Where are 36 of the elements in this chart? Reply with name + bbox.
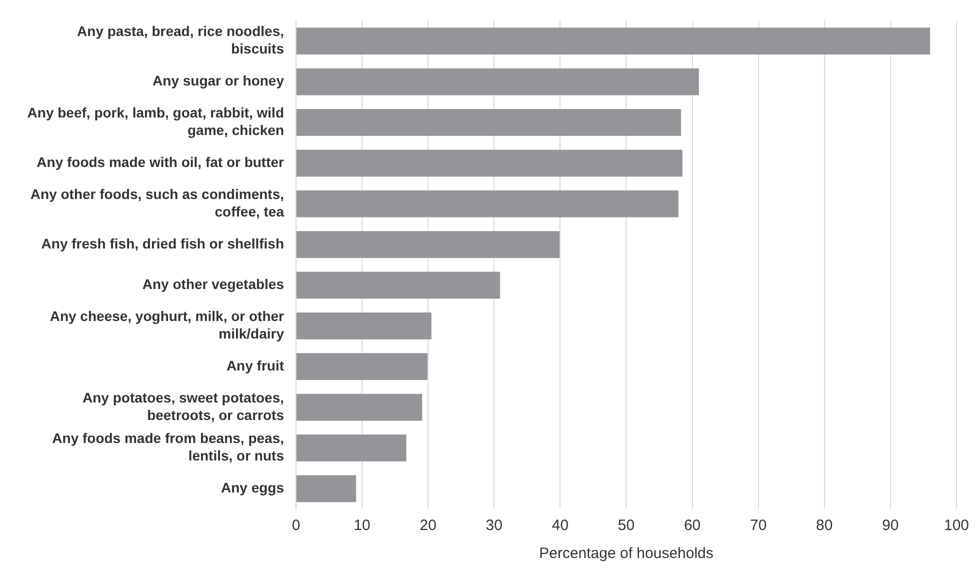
- x-tick-label: 20: [420, 517, 436, 534]
- x-axis-title: Percentage of households: [539, 545, 714, 562]
- bar: [296, 272, 500, 299]
- x-tick-label: 60: [684, 517, 701, 534]
- y-tick-label: Any fruit: [226, 357, 284, 374]
- bar: [296, 28, 930, 55]
- x-tick-label: 30: [486, 517, 502, 534]
- bar: [296, 475, 356, 502]
- x-tick-label: 40: [552, 517, 569, 534]
- y-tick-label: Any fresh fish, dried fish or shellfish: [41, 235, 284, 252]
- x-tick-label: 90: [882, 517, 899, 534]
- y-tick-label: Any cheese, yoghurt, milk, or other milk/dairy: [50, 308, 285, 342]
- y-tick-label: Any other foods, such as condiments, coffee, tea: [30, 186, 284, 220]
- bar: [296, 231, 560, 258]
- y-tick-label: Any beef, pork, lamb, goat, rabbit, wild game, chicken: [27, 104, 284, 138]
- y-tick-label: Any foods made from beans, peas, lentils, or nuts: [52, 430, 284, 464]
- y-tick-label: Any other vegetables: [142, 276, 284, 292]
- x-tick-label: 0: [292, 517, 300, 534]
- x-tick-label: 10: [354, 517, 370, 534]
- bar: [296, 190, 678, 218]
- y-tick-label: Any potatoes, sweet potatoes, beetroots, or carrots: [82, 389, 284, 423]
- y-tick-label: Any pasta, bread, rice noodles, biscuits: [77, 23, 284, 57]
- x-tick-label: 50: [618, 517, 635, 534]
- bar: [296, 68, 699, 96]
- bar: [296, 150, 682, 177]
- y-tick-label: Any sugar or honey: [152, 72, 284, 89]
- x-tick-label: 70: [750, 517, 767, 534]
- x-tick-label: 100: [944, 517, 969, 534]
- y-tick-label: Any eggs: [220, 480, 284, 496]
- bar: [296, 312, 432, 340]
- bar: [296, 353, 428, 380]
- y-tick-label: Any foods made with oil, fat or butter: [36, 154, 285, 170]
- bar: [296, 109, 682, 136]
- bar: [296, 394, 422, 421]
- bar: [296, 434, 406, 462]
- x-tick-label: 80: [816, 517, 833, 534]
